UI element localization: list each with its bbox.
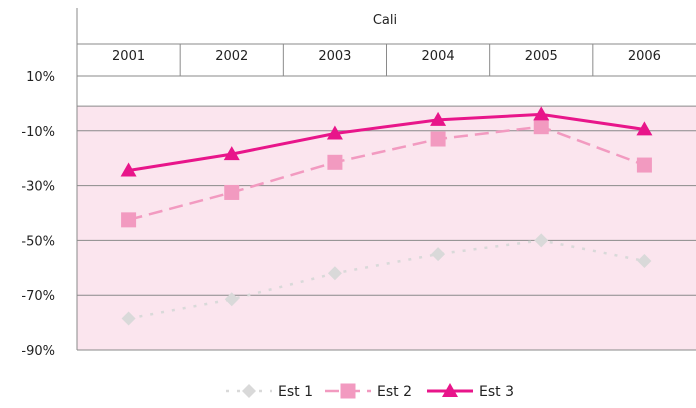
legend: Est 1 Est 2 Est 3 (226, 383, 514, 400)
data-point (534, 233, 549, 248)
data-point (327, 266, 342, 281)
plot-background (77, 106, 696, 350)
y-tick-label: -30% (21, 180, 55, 195)
series-line (128, 112, 645, 173)
data-point (637, 253, 652, 268)
y-tick-label: 10% (26, 70, 55, 85)
series-line (128, 125, 645, 222)
legend-item: Est 3 (427, 383, 514, 400)
x-tick-label: 2004 (422, 49, 455, 64)
data-point (327, 154, 343, 170)
x-tick-label: 2001 (112, 49, 145, 64)
legend-item: Est 2 (325, 383, 412, 400)
x-tick-label: 2006 (628, 49, 661, 64)
data-point (533, 119, 549, 135)
y-tick-label: -10% (21, 125, 55, 140)
data-point (430, 131, 446, 147)
data-point (121, 212, 137, 228)
data-point (636, 157, 652, 173)
series-est-3 (120, 106, 653, 177)
plot-area (77, 106, 696, 350)
x-tick-label: 2002 (215, 49, 248, 64)
legend-marker (442, 383, 458, 397)
data-point (223, 146, 240, 161)
data-point (121, 311, 136, 326)
series-layer (120, 106, 653, 326)
series-est-2 (121, 119, 652, 228)
legend-label: Est 1 (278, 384, 313, 400)
category-header: 2001 2002 2003 2004 2005 2006 (77, 43, 696, 76)
y-tick-label: -70% (21, 289, 55, 304)
data-point (120, 162, 137, 177)
data-point (326, 125, 343, 140)
data-point (224, 184, 240, 200)
y-tick-label: -50% (21, 234, 55, 249)
data-point (636, 121, 653, 136)
data-point (224, 292, 239, 307)
gridlines (76, 8, 696, 351)
data-point (431, 247, 446, 262)
series-est-1 (121, 233, 652, 326)
data-point (430, 111, 447, 126)
legend-marker (242, 384, 256, 398)
legend-item: Est 1 (226, 384, 313, 400)
data-point (533, 106, 550, 121)
legend-label: Est 3 (479, 384, 514, 400)
x-tick-label: 2003 (318, 49, 351, 64)
chart-title: Cali (373, 13, 397, 28)
legend-label: Est 2 (377, 384, 412, 400)
y-tick-label: -90% (21, 344, 55, 359)
y-axis: 10% -10% -30% -50% -70% -90% (21, 70, 55, 359)
x-tick-label: 2005 (525, 49, 558, 64)
legend-marker (340, 383, 356, 399)
